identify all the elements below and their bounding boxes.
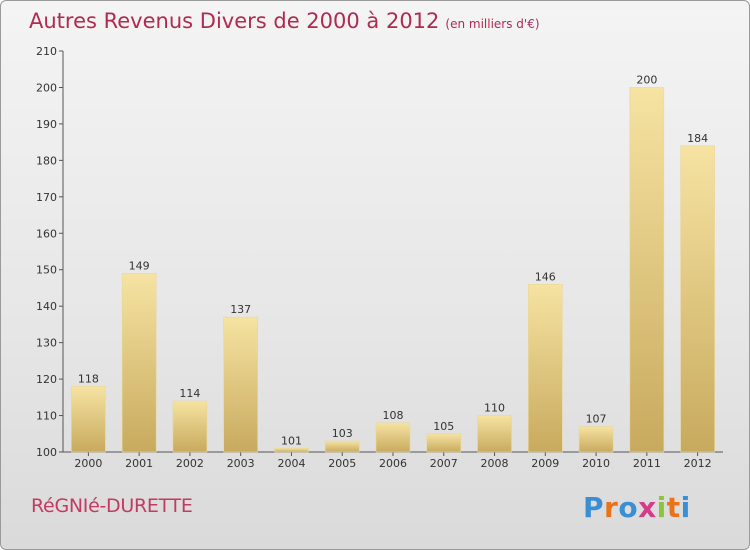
bar (223, 316, 258, 453)
x-tick-label: 2002 (176, 457, 204, 470)
place-name: RéGNIé-DURETTE (31, 495, 193, 517)
data-label: 118 (78, 372, 99, 385)
data-label: 103 (332, 427, 353, 440)
data-label: 184 (687, 132, 708, 145)
y-tick-label: 110 (36, 410, 57, 423)
bar (274, 448, 309, 453)
bar (426, 433, 462, 453)
x-tick-label: 2010 (582, 457, 610, 470)
logo-letter: t (666, 491, 681, 524)
bar (477, 415, 512, 453)
data-label: 114 (179, 387, 200, 400)
data-label: 149 (129, 259, 150, 272)
y-tick-label: 100 (36, 446, 57, 459)
x-tick-label: 2012 (684, 457, 712, 470)
data-label: 200 (636, 73, 657, 86)
bar (172, 400, 208, 453)
bar (375, 422, 411, 453)
x-tick-label: 2006 (379, 457, 407, 470)
bar (324, 440, 360, 453)
data-label: 137 (230, 303, 251, 316)
y-tick-label: 130 (36, 337, 57, 350)
y-tick-label: 120 (36, 373, 57, 386)
x-tick-label: 2003 (227, 457, 255, 470)
y-tick-label: 200 (36, 81, 57, 94)
data-label: 108 (383, 409, 404, 422)
chart-title: Autres Revenus Divers de 2000 à 2012 (en … (29, 9, 540, 33)
data-label: 146 (535, 270, 556, 283)
proxiti-logo[interactable]: Proxiti (583, 491, 691, 524)
x-tick-label: 2009 (531, 457, 559, 470)
data-label: 107 (586, 412, 607, 425)
bar (528, 284, 563, 453)
logo-letter: r (604, 491, 619, 524)
x-tick-label: 2001 (125, 457, 153, 470)
logo-letter: i (680, 491, 691, 524)
x-tick-label: 2005 (328, 457, 356, 470)
chart-subtitle: (en milliers d'€) (445, 17, 540, 31)
x-tick-label: 2008 (481, 457, 509, 470)
bar (71, 386, 106, 453)
bar (121, 273, 157, 453)
y-tick-label: 160 (36, 227, 57, 240)
x-tick-label: 2011 (633, 457, 661, 470)
y-tick-label: 210 (36, 45, 57, 58)
y-tick-label: 140 (36, 300, 57, 313)
bar (629, 87, 665, 453)
logo-letter: P (583, 491, 605, 524)
y-tick-label: 170 (36, 191, 57, 204)
x-tick-label: 2004 (277, 457, 305, 470)
chart-title-text: Autres Revenus Divers de 2000 à 2012 (29, 9, 440, 33)
x-tick-label: 2000 (74, 457, 102, 470)
data-label: 110 (484, 402, 505, 415)
bar (680, 145, 715, 453)
data-label: 105 (433, 420, 454, 433)
logo-letter: x (638, 491, 657, 524)
x-tick-label: 2007 (430, 457, 458, 470)
data-label: 101 (281, 434, 302, 447)
y-tick-label: 150 (36, 264, 57, 277)
bar (578, 426, 614, 453)
logo-letter: o (618, 491, 639, 524)
logo-letter: i (656, 491, 667, 524)
y-tick-label: 180 (36, 154, 57, 167)
y-tick-label: 190 (36, 118, 57, 131)
